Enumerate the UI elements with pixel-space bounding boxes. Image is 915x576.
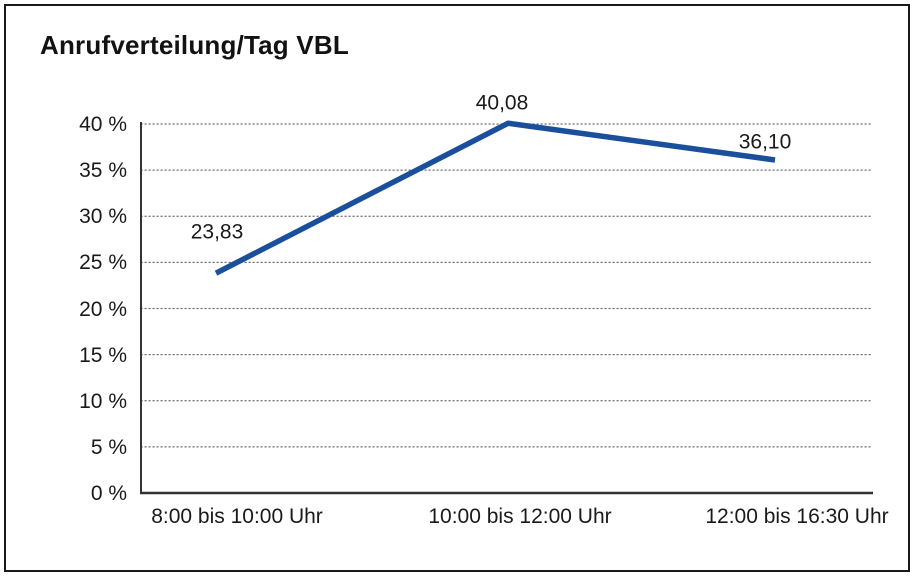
y-tick-label: 35 % <box>79 159 127 183</box>
data-point-label: 40,08 <box>475 91 529 115</box>
y-tick-label: 10 % <box>79 389 127 413</box>
y-tick-label: 30 % <box>79 205 127 229</box>
y-tick-label: 25 % <box>79 251 127 275</box>
y-tick-label: 40 % <box>79 113 127 136</box>
series-line <box>214 120 776 276</box>
y-tick-label: 20 % <box>79 297 127 321</box>
x-category-label: 12:00 bis 16:30 Uhr <box>705 505 889 528</box>
chart-title: Anrufverteilung/Tag VBL <box>40 30 349 60</box>
chart-frame-border <box>4 4 910 572</box>
y-tick-label: 0 % <box>90 482 127 505</box>
data-point-label: 23,83 <box>190 220 244 244</box>
y-tick-label: 5 % <box>90 435 127 459</box>
y-tick-label: 15 % <box>79 343 127 367</box>
data-point-label: 36,10 <box>738 130 792 154</box>
x-category-label: 8:00 bis 10:00 Uhr <box>151 505 323 528</box>
x-category-label: 10:00 bis 12:00 Uhr <box>428 505 612 528</box>
